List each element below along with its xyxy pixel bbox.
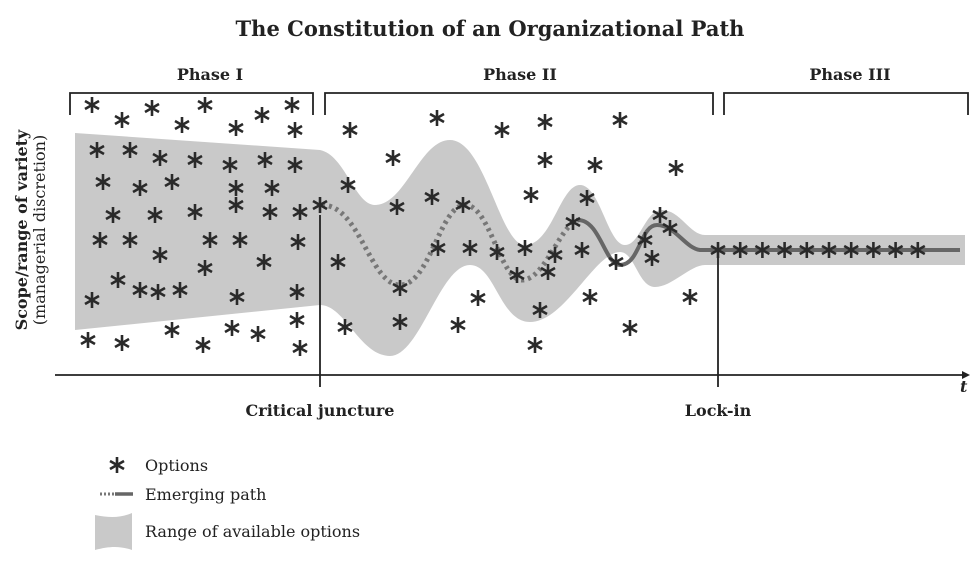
legend-entry: Range of available options: [145, 522, 360, 541]
option: [384, 148, 402, 168]
option: [581, 287, 599, 307]
option: [249, 324, 267, 344]
option: [286, 120, 304, 140]
option: [428, 108, 446, 128]
legend-entry: Options: [145, 456, 208, 475]
title: The Constitution of an Organizational Pa…: [236, 16, 745, 41]
option: [113, 110, 131, 130]
option: [83, 95, 101, 115]
option: [227, 118, 245, 138]
option: [536, 150, 554, 170]
option: [223, 318, 241, 338]
x-axis-label: t: [960, 377, 968, 396]
option: [586, 155, 604, 175]
marker-label: Lock-in: [685, 401, 752, 420]
phase-label: Phase III: [809, 65, 890, 84]
option: [173, 115, 191, 135]
phase-label: Phase II: [483, 65, 557, 84]
option: [196, 95, 214, 115]
option: [283, 95, 301, 115]
emerging-path: [321, 202, 960, 288]
option: [341, 120, 359, 140]
option: [493, 120, 511, 140]
option: [253, 105, 271, 125]
y-axis-label: Scope/range of variety: [12, 129, 31, 330]
phase-label: Phase I: [177, 65, 243, 84]
option: [288, 310, 306, 330]
option: [449, 315, 467, 335]
option: [667, 158, 685, 178]
option: [526, 335, 544, 355]
option: [79, 330, 97, 350]
option: [194, 335, 212, 355]
legend-entry: Emerging path: [145, 485, 266, 504]
option: [522, 185, 540, 205]
marker-label: Critical juncture: [246, 401, 395, 420]
axes: [55, 215, 970, 387]
option: [291, 338, 309, 358]
option: [611, 110, 629, 130]
option: [681, 287, 699, 307]
option: [143, 98, 161, 118]
option: [621, 318, 639, 338]
y-axis-sublabel: (managerial discretion): [30, 135, 49, 325]
option: [113, 333, 131, 353]
option: [163, 320, 181, 340]
legend: [95, 455, 133, 550]
option: [469, 288, 487, 308]
phase-brackets: [69, 92, 969, 115]
option: [536, 112, 554, 132]
